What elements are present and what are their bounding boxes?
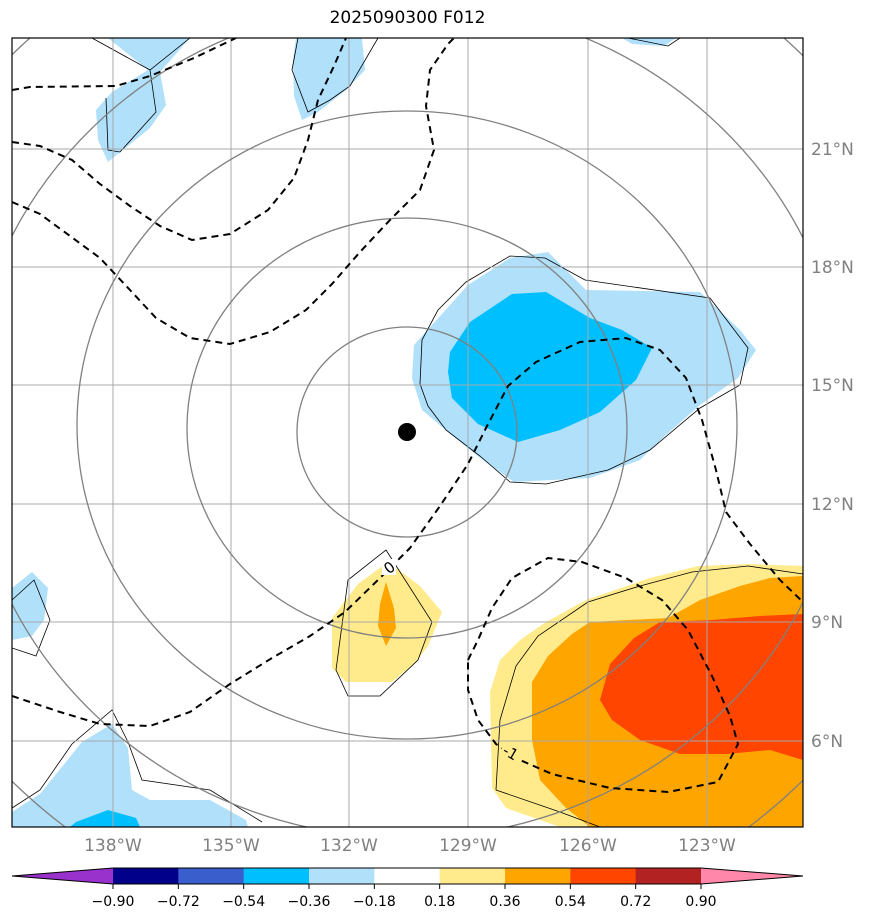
colorbar-segment <box>309 868 375 884</box>
latitude-labels: 21°N 18°N 15°N 12°N 9°N 6°N <box>811 140 854 752</box>
lat-label-15n: 15°N <box>811 376 854 396</box>
colorbar-extension-low <box>12 868 113 884</box>
range-ring-3 <box>76 110 738 740</box>
colorbar-segment <box>570 868 637 884</box>
colorbar-segment <box>113 868 179 884</box>
light-blue-region-top-center <box>293 38 365 120</box>
contour-label-bg-minus-one <box>502 744 518 760</box>
colorbar-segment <box>243 868 310 884</box>
colorbar-segment <box>374 868 441 884</box>
range-ring-2 <box>186 217 628 639</box>
colorbar-segment <box>505 868 571 884</box>
colorbar-segment <box>635 868 702 884</box>
lon-label-135w: 135°W <box>202 836 260 856</box>
range-ring-1 <box>296 326 518 538</box>
colorbar-tick-label: −0.36 <box>288 894 331 910</box>
orange-region-center <box>378 582 396 646</box>
outline-contour-top-left-b <box>105 69 157 153</box>
lon-label-126w: 126°W <box>559 836 617 856</box>
colorbar-tick-label: −0.54 <box>222 894 265 910</box>
colorbar-tick-label: 0.90 <box>685 894 716 910</box>
light-blue-region-sw <box>12 724 248 827</box>
longitude-labels: 138°W 135°W 132°W 129°W 126°W 123°W <box>84 836 736 856</box>
lat-label-9n: 9°N <box>811 613 843 633</box>
colorbar <box>11 867 804 885</box>
colorbar-tick-label: 0.36 <box>489 894 520 910</box>
dashed-contour-zero <box>12 336 803 728</box>
light-blue-region-west <box>12 572 48 640</box>
map-frame <box>11 37 804 828</box>
storm-center-marker <box>398 423 416 441</box>
colorbar-tick-label: −0.90 <box>92 894 135 910</box>
lat-label-6n: 6°N <box>811 732 843 752</box>
light-blue-region-top-left <box>96 38 190 162</box>
contour-label-bg-zero <box>382 559 396 575</box>
colorbar-ticks: −0.90 −0.72 −0.54 −0.36 −0.18 0.18 0.36 0.54 0.7… <box>92 884 717 910</box>
lon-label-138w: 138°W <box>84 836 142 856</box>
outline-contour-top-center <box>291 38 379 113</box>
lat-label-21n: 21°N <box>811 140 854 160</box>
lon-label-132w: 132°W <box>320 836 378 856</box>
colorbar-extension-high <box>701 868 803 884</box>
lat-label-12n: 12°N <box>811 495 854 515</box>
colorbar-segment <box>178 868 245 884</box>
colorbar-tick-label: −0.72 <box>157 894 200 910</box>
colorbar-segment <box>439 868 506 884</box>
colorbar-tick-label: 0.54 <box>555 894 586 910</box>
map-title: 2025090300 F012 <box>329 8 486 28</box>
lon-label-123w: 123°W <box>678 836 736 856</box>
colorbar-tick-label: 0.72 <box>620 894 651 910</box>
lat-lon-grid <box>12 38 803 827</box>
colorbar-tick-label: 0.18 <box>424 894 455 910</box>
lon-label-129w: 129°W <box>439 836 497 856</box>
outline-contour-central-warm <box>335 549 433 697</box>
dashed-contour-north-a <box>12 38 237 91</box>
outline-contour-top-right <box>627 38 681 47</box>
cyan-region-sw <box>70 810 140 827</box>
red-orange-region-se <box>600 614 803 760</box>
dashed-contour-north-c <box>12 38 455 346</box>
outline-contour-west <box>12 579 51 657</box>
shaded-anomalies <box>12 38 803 827</box>
lat-label-18n: 18°N <box>811 258 854 278</box>
colorbar-tick-label: −0.18 <box>353 894 396 910</box>
